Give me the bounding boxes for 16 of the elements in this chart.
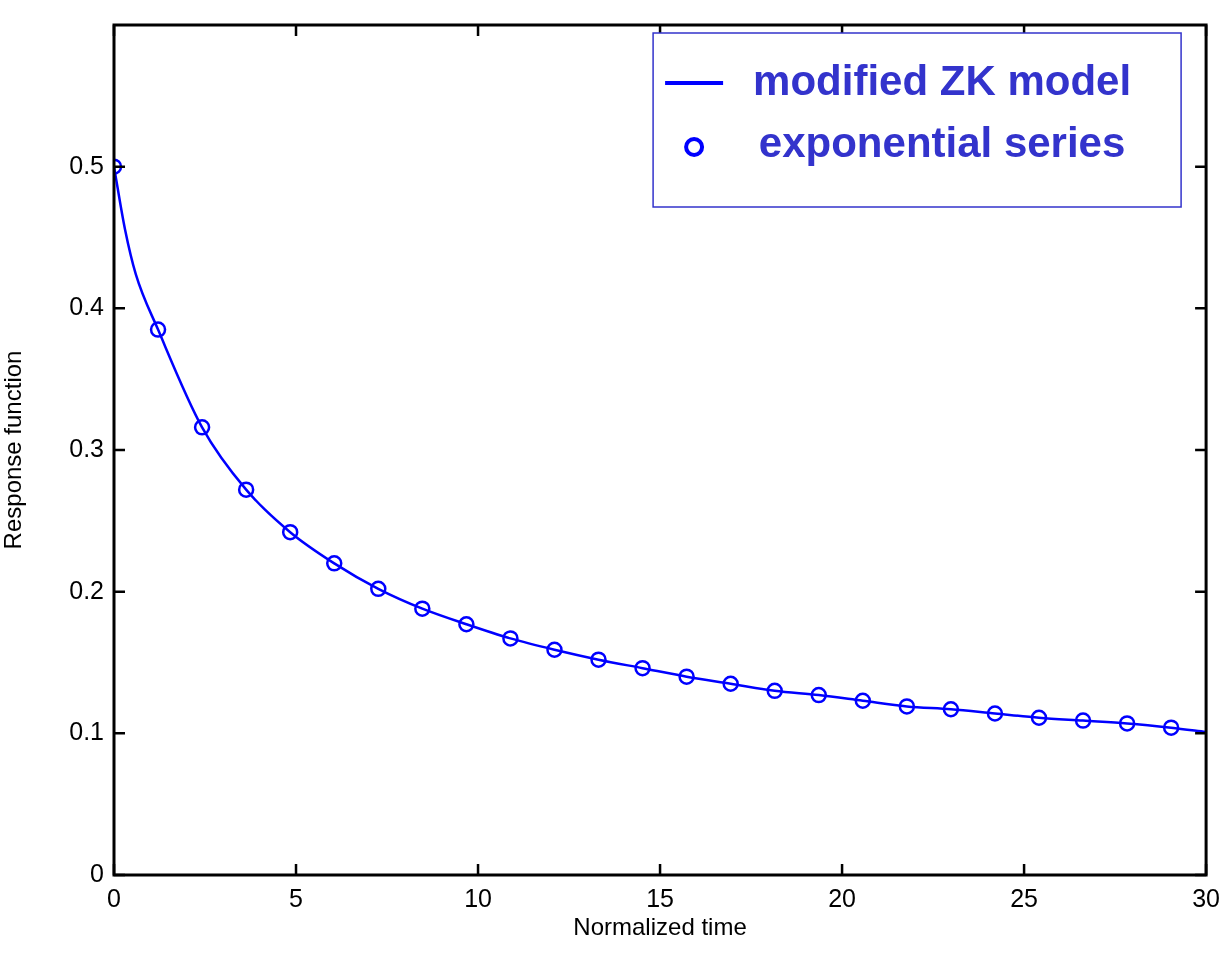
- x-tick-label: 20: [828, 883, 856, 912]
- y-tick-label: 0.4: [69, 292, 105, 321]
- x-tick-label: 15: [646, 883, 674, 912]
- x-tick-label: 10: [464, 883, 492, 912]
- legend-label: exponential series: [758, 118, 1126, 166]
- legend-label: modified ZK model: [753, 56, 1132, 104]
- y-tick-label: 0.3: [69, 433, 104, 462]
- y-tick-label: 0: [90, 858, 104, 887]
- x-axis-title: Normalized time: [573, 913, 747, 941]
- x-tick-label: 25: [1010, 883, 1038, 912]
- x-tick-label: 5: [289, 883, 303, 912]
- y-tick-label: 0.1: [69, 717, 104, 746]
- y-axis-title: Response function: [0, 350, 27, 550]
- y-tick-label: 0.5: [69, 150, 104, 179]
- y-tick-label: 0.2: [69, 575, 104, 604]
- x-tick-label: 30: [1192, 883, 1220, 912]
